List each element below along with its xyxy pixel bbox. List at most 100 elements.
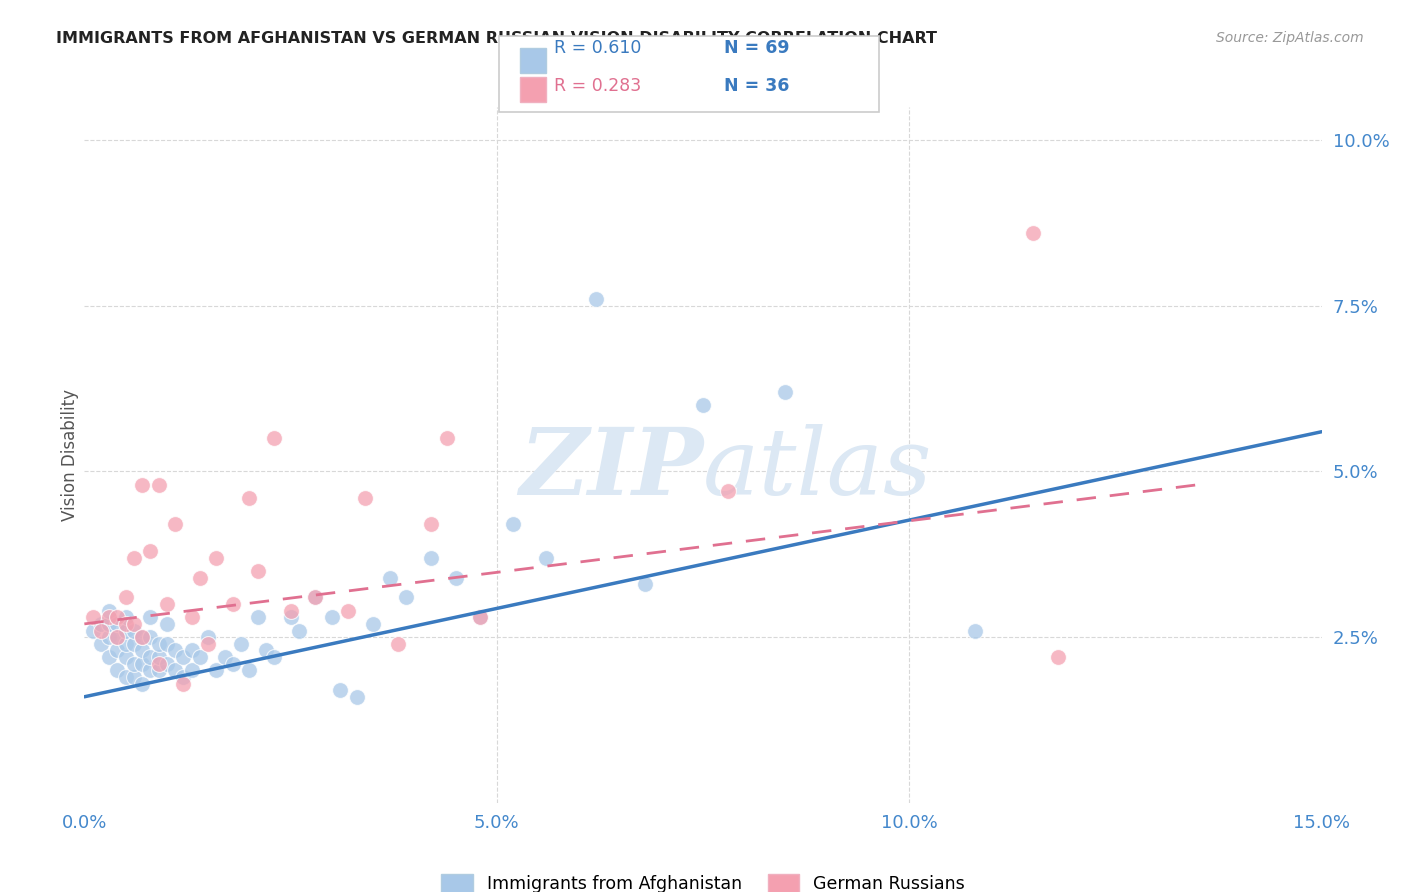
Point: [105, 616, 128, 631]
Point: [122, 616, 145, 631]
Point: [148, 477, 170, 491]
Point: [205, 550, 228, 565]
Point: [131, 676, 153, 690]
Point: [98, 650, 121, 665]
Point: [122, 550, 145, 565]
Point: [114, 616, 136, 631]
Point: [337, 604, 360, 618]
Point: [692, 398, 714, 412]
Point: [139, 663, 162, 677]
Point: [90, 637, 112, 651]
Point: [172, 670, 194, 684]
Point: [98, 630, 121, 644]
Point: [280, 610, 302, 624]
Point: [114, 650, 136, 665]
Point: [98, 604, 121, 618]
Point: [536, 550, 558, 565]
Point: [280, 604, 302, 618]
Point: [188, 650, 211, 665]
Point: [180, 663, 202, 677]
Point: [288, 624, 311, 638]
Point: [139, 544, 162, 558]
Point: [246, 610, 269, 624]
Text: atlas: atlas: [703, 424, 932, 514]
Point: [502, 517, 524, 532]
Point: [172, 650, 194, 665]
Point: [329, 683, 352, 698]
Point: [114, 624, 136, 638]
Point: [105, 630, 128, 644]
Point: [1022, 226, 1045, 240]
Point: [419, 550, 441, 565]
Point: [82, 610, 104, 624]
Point: [444, 570, 467, 584]
Point: [717, 484, 740, 499]
Point: [148, 657, 170, 671]
Point: [205, 663, 228, 677]
Point: [156, 657, 179, 671]
Point: [131, 657, 153, 671]
Point: [197, 637, 219, 651]
Point: [238, 491, 260, 505]
Point: [165, 517, 187, 532]
Text: Source: ZipAtlas.com: Source: ZipAtlas.com: [1216, 31, 1364, 45]
Point: [229, 637, 252, 651]
Point: [775, 384, 797, 399]
Point: [122, 657, 145, 671]
Point: [139, 630, 162, 644]
Point: [304, 591, 326, 605]
Point: [263, 431, 285, 445]
Point: [214, 650, 236, 665]
Point: [139, 650, 162, 665]
Point: [304, 591, 326, 605]
Point: [197, 630, 219, 644]
Point: [105, 630, 128, 644]
Point: [131, 477, 153, 491]
Point: [172, 676, 194, 690]
Point: [90, 616, 112, 631]
Point: [156, 637, 179, 651]
Point: [122, 670, 145, 684]
Point: [98, 610, 121, 624]
Point: [470, 610, 492, 624]
Point: [254, 643, 277, 657]
Point: [263, 650, 285, 665]
Point: [105, 610, 128, 624]
Point: [105, 643, 128, 657]
Point: [238, 663, 260, 677]
Point: [131, 630, 153, 644]
Point: [222, 597, 245, 611]
Point: [346, 690, 368, 704]
Text: ZIP: ZIP: [519, 424, 703, 514]
Point: [148, 663, 170, 677]
Point: [246, 564, 269, 578]
Point: [378, 570, 401, 584]
Point: [165, 663, 187, 677]
Point: [419, 517, 441, 532]
Text: N = 36: N = 36: [724, 77, 789, 95]
Point: [436, 431, 458, 445]
Point: [321, 610, 343, 624]
Point: [180, 610, 202, 624]
Point: [353, 491, 375, 505]
Point: [105, 663, 128, 677]
Point: [1046, 650, 1069, 665]
Point: [222, 657, 245, 671]
Point: [114, 591, 136, 605]
Text: R = 0.610: R = 0.610: [554, 39, 641, 57]
Point: [188, 570, 211, 584]
Point: [82, 624, 104, 638]
Point: [965, 624, 987, 638]
Point: [148, 637, 170, 651]
Text: IMMIGRANTS FROM AFGHANISTAN VS GERMAN RUSSIAN VISION DISABILITY CORRELATION CHAR: IMMIGRANTS FROM AFGHANISTAN VS GERMAN RU…: [56, 31, 938, 46]
Point: [361, 616, 384, 631]
Point: [90, 624, 112, 638]
Point: [131, 630, 153, 644]
Text: R = 0.283: R = 0.283: [554, 77, 641, 95]
Point: [470, 610, 492, 624]
Point: [139, 610, 162, 624]
Point: [114, 610, 136, 624]
Point: [114, 670, 136, 684]
Point: [387, 637, 409, 651]
Point: [585, 292, 607, 306]
